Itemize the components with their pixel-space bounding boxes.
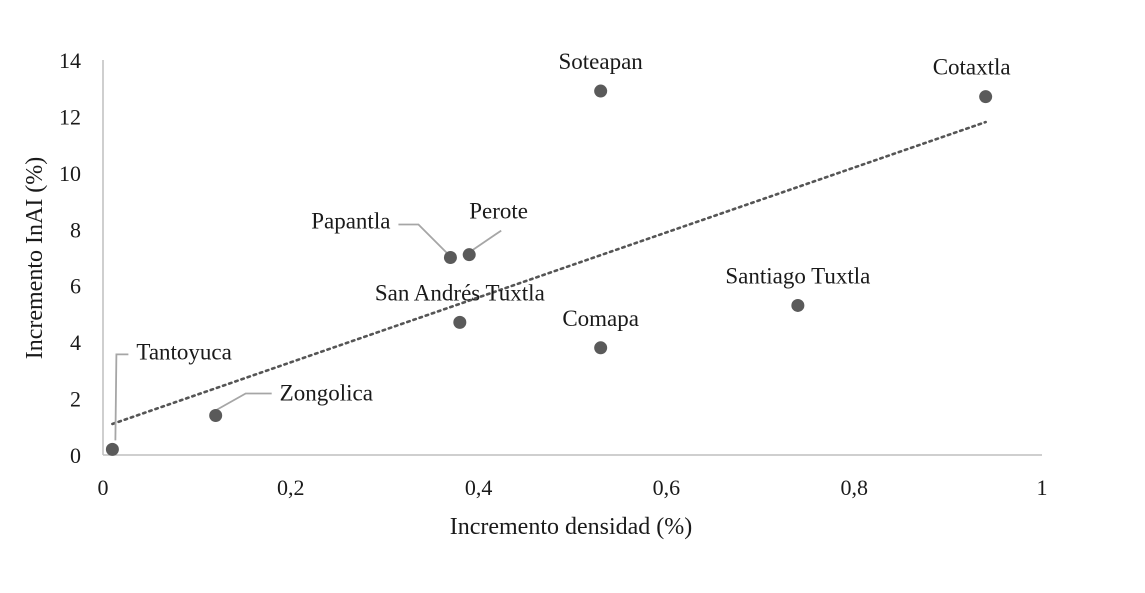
y-tick-label: 12 [59,104,81,129]
data-point [209,409,223,422]
data-point [105,442,119,456]
label-leader-lines [114,223,502,441]
point-label: Zongolica [280,381,373,406]
label-leader-line [114,353,129,441]
y-tick-label: 2 [70,387,81,412]
x-tick-label: 0,8 [840,475,868,500]
point-label: Santiago Tuxtla [725,263,870,288]
x-tick-label: 0,4 [465,475,493,500]
y-tick-label: 14 [59,48,81,73]
y-tick-label: 8 [70,217,81,242]
x-tick-label: 0,6 [653,475,681,500]
y-tick-label: 0 [70,443,81,468]
trendline [111,120,987,426]
point-labels: Tantoyuca Zongolica Papantla Perote San Andr… [136,49,1010,405]
x-tick-labels: 0 0,2 0,4 0,6 0,8 1 [98,475,1048,500]
label-leader-line [398,223,448,254]
x-tick-label: 0 [98,475,109,500]
data-point [979,90,993,104]
x-tick-label: 0,2 [277,475,305,500]
data-point [791,298,805,312]
axes [102,60,1042,456]
data-point [594,341,608,355]
x-tick-label: 1 [1037,475,1048,500]
data-point [462,248,476,262]
data-point [453,315,467,329]
label-leader-line [213,392,272,413]
y-tick-label: 4 [70,330,81,355]
data-points [105,84,993,456]
y-axis-title: Incremento InAI (%) [22,157,48,360]
point-label: Papantla [311,209,390,234]
point-label: Comapa [562,306,639,331]
point-label: Cotaxtla [933,55,1011,80]
data-point [594,84,608,98]
point-label: Perote [469,199,528,224]
x-axis-title: Incremento densidad (%) [450,514,693,540]
label-leader-line [472,229,502,251]
y-tick-label: 10 [59,161,81,186]
y-tick-label: 6 [70,274,81,299]
point-label: Tantoyuca [136,339,231,364]
point-label: Soteapan [559,49,644,74]
point-label: San Andrés Tuxtla [375,280,545,305]
y-tick-labels: 0 2 4 6 8 10 12 14 [59,48,81,468]
data-point [443,251,457,264]
